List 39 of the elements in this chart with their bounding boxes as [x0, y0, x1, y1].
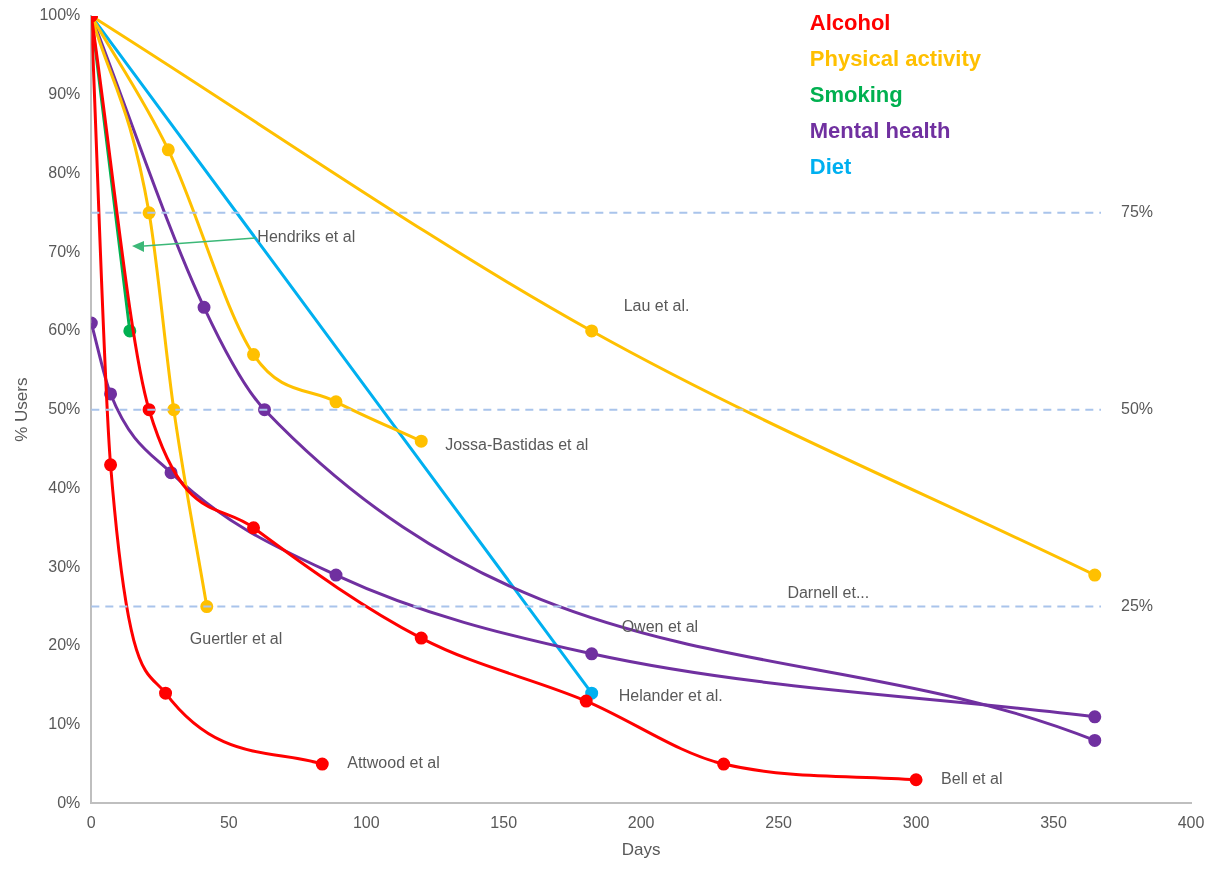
- annotation: Darnell et...: [787, 583, 870, 601]
- y-tick-label: 100%: [39, 6, 81, 24]
- annotation: Hendriks et al: [257, 228, 356, 246]
- x-tick-label: 200: [627, 814, 655, 832]
- annotation: Lau et al.: [623, 297, 690, 315]
- x-tick-label: 350: [1040, 814, 1067, 832]
- y-tick-label: 20%: [48, 636, 81, 654]
- x-axis-title: Days: [621, 840, 661, 860]
- text: Mental health: [809, 118, 951, 144]
- annotation: Bell et al: [941, 770, 1003, 788]
- x-tick-label: 150: [490, 814, 518, 832]
- x-tick-label: 300: [902, 814, 930, 832]
- x-tick-label: 400: [1177, 814, 1205, 832]
- y-tick-label: 10%: [48, 715, 81, 733]
- y-tick-label: 30%: [48, 557, 81, 575]
- ref-line-label: 50%: [1121, 400, 1154, 418]
- x-tick-label: 0: [86, 814, 96, 832]
- x-tick-label: 100: [352, 814, 380, 832]
- ref-line-label: 75%: [1121, 203, 1154, 221]
- y-axis-title: % Users: [11, 377, 31, 442]
- y-tick-label: 0%: [57, 793, 81, 811]
- x-tick-label: 250: [765, 814, 793, 832]
- y-tick-label: 40%: [48, 478, 81, 496]
- annotation: Helander et al.: [618, 686, 723, 704]
- text: Diet: [809, 154, 853, 180]
- annotation: Attwood et al: [347, 754, 440, 772]
- y-tick-label: 50%: [48, 400, 81, 418]
- y-tick-label: 70%: [48, 242, 81, 260]
- x-tick-label: 50: [219, 814, 238, 832]
- annotation: Jossa-Bastidas et al: [445, 435, 589, 453]
- annotation: Guertler et al: [189, 629, 283, 647]
- ref-line-label: 25%: [1121, 596, 1154, 614]
- annotation: Owen et al: [621, 618, 699, 636]
- y-tick-label: 60%: [48, 321, 81, 339]
- text: Physical activity: [809, 46, 982, 72]
- text: Smoking: [809, 82, 903, 108]
- y-tick-label: 80%: [48, 163, 81, 181]
- y-tick-label: 90%: [48, 85, 81, 103]
- text: Alcohol: [809, 10, 891, 36]
